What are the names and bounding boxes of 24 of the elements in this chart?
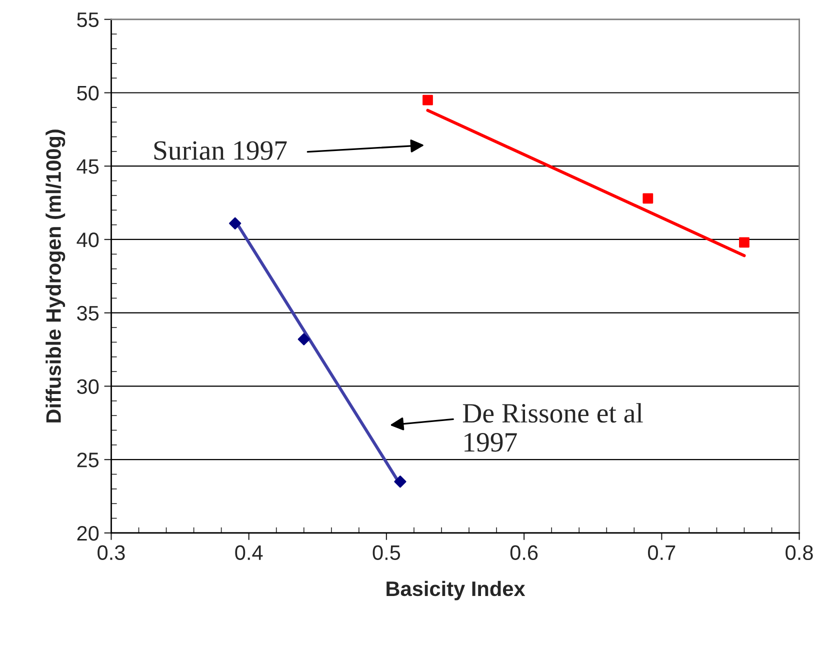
y-axis-title: Diffusible Hydrogen (ml/100g) bbox=[46, 130, 66, 422]
y-tick-label: 35 bbox=[77, 306, 99, 321]
x-tick-label: 0.7 bbox=[648, 545, 676, 560]
point bbox=[642, 193, 654, 204]
x-tick-label: 0.5 bbox=[372, 545, 400, 560]
y-tick-label: 55 bbox=[77, 12, 99, 28]
point bbox=[422, 94, 433, 106]
y-tick-label: 40 bbox=[76, 232, 99, 248]
y-tick-label: 45 bbox=[76, 159, 99, 174]
x-tick-label: 0.3 bbox=[98, 545, 125, 560]
y-tick-label: 50 bbox=[77, 86, 99, 100]
y-tick-label: 25 bbox=[77, 452, 99, 468]
x-axis-title: Basicity Index bbox=[386, 580, 526, 600]
y-tick-label: 20 bbox=[77, 526, 99, 541]
point bbox=[298, 333, 310, 346]
point bbox=[739, 237, 750, 248]
x-tick-label: 0.8 bbox=[786, 545, 813, 560]
annotation: De Rissone et al 1997 bbox=[462, 403, 643, 452]
x-tick-label: 0.4 bbox=[235, 545, 263, 560]
point bbox=[229, 217, 242, 230]
x-tick-label: 0.6 bbox=[510, 545, 538, 560]
annotation: Surian 1997 bbox=[154, 141, 287, 160]
y-tick-label: 30 bbox=[77, 379, 99, 394]
point bbox=[394, 476, 406, 488]
